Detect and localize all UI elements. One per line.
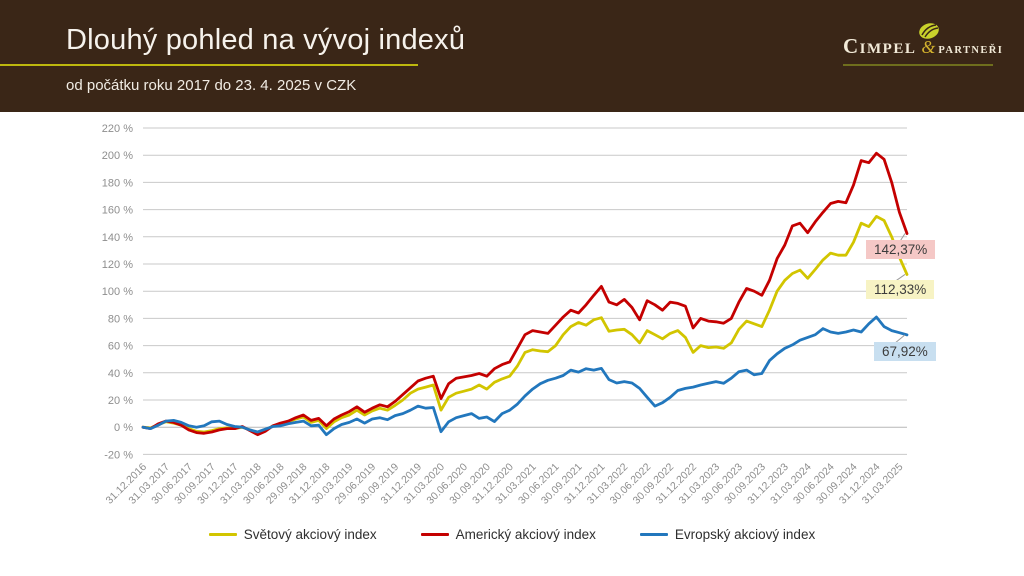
svg-text:200 %: 200 % [102, 150, 133, 162]
legend: Světový akciový index Americký akciový i… [0, 527, 1024, 542]
header: Dlouhý pohled na vývoj indexů od počátku… [0, 0, 1024, 112]
logo-suffix: partneři [938, 45, 1004, 56]
series-end-label-american: 142,37% [866, 240, 936, 259]
page-title: Dlouhý pohled na vývoj indexů [66, 24, 466, 56]
svg-text:120 %: 120 % [102, 259, 133, 271]
svg-text:160 %: 160 % [102, 205, 133, 217]
legend-swatch-american [420, 532, 449, 537]
svg-text:60 %: 60 % [108, 341, 133, 353]
svg-text:40 %: 40 % [108, 368, 133, 380]
logo: Cimpel & partneři [843, 23, 1002, 66]
svg-text:-20 %: -20 % [104, 449, 133, 461]
title-underline [0, 64, 418, 66]
logo-ampersand: & [919, 23, 940, 58]
svg-text:20 %: 20 % [108, 395, 133, 407]
series-end-label-european: 67,92% [874, 342, 936, 361]
legend-item-european: Evropský akciový index [639, 527, 816, 542]
page-subtitle: od počátku roku 2017 do 23. 4. 2025 v CZ… [66, 77, 357, 94]
svg-text:180 %: 180 % [102, 177, 133, 189]
legend-label-european: Evropský akciový index [674, 527, 816, 542]
legend-swatch-world [208, 532, 237, 537]
svg-text:80 %: 80 % [108, 313, 133, 325]
legend-label-american: Americký akciový index [455, 527, 596, 542]
leaf-icon [919, 23, 940, 39]
legend-item-world: Světový akciový index [208, 527, 377, 542]
svg-text:220 %: 220 % [102, 123, 133, 135]
legend-label-world: Světový akciový index [243, 527, 377, 542]
logo-name: Cimpel [843, 34, 917, 58]
legend-item-american: Americký akciový index [420, 527, 596, 542]
series-end-label-world: 112,33% [866, 280, 935, 299]
legend-swatch-european [639, 532, 668, 537]
svg-text:100 %: 100 % [102, 286, 133, 298]
logo-underline [843, 64, 993, 66]
svg-text:0 %: 0 % [114, 422, 133, 434]
svg-text:140 %: 140 % [102, 232, 133, 244]
